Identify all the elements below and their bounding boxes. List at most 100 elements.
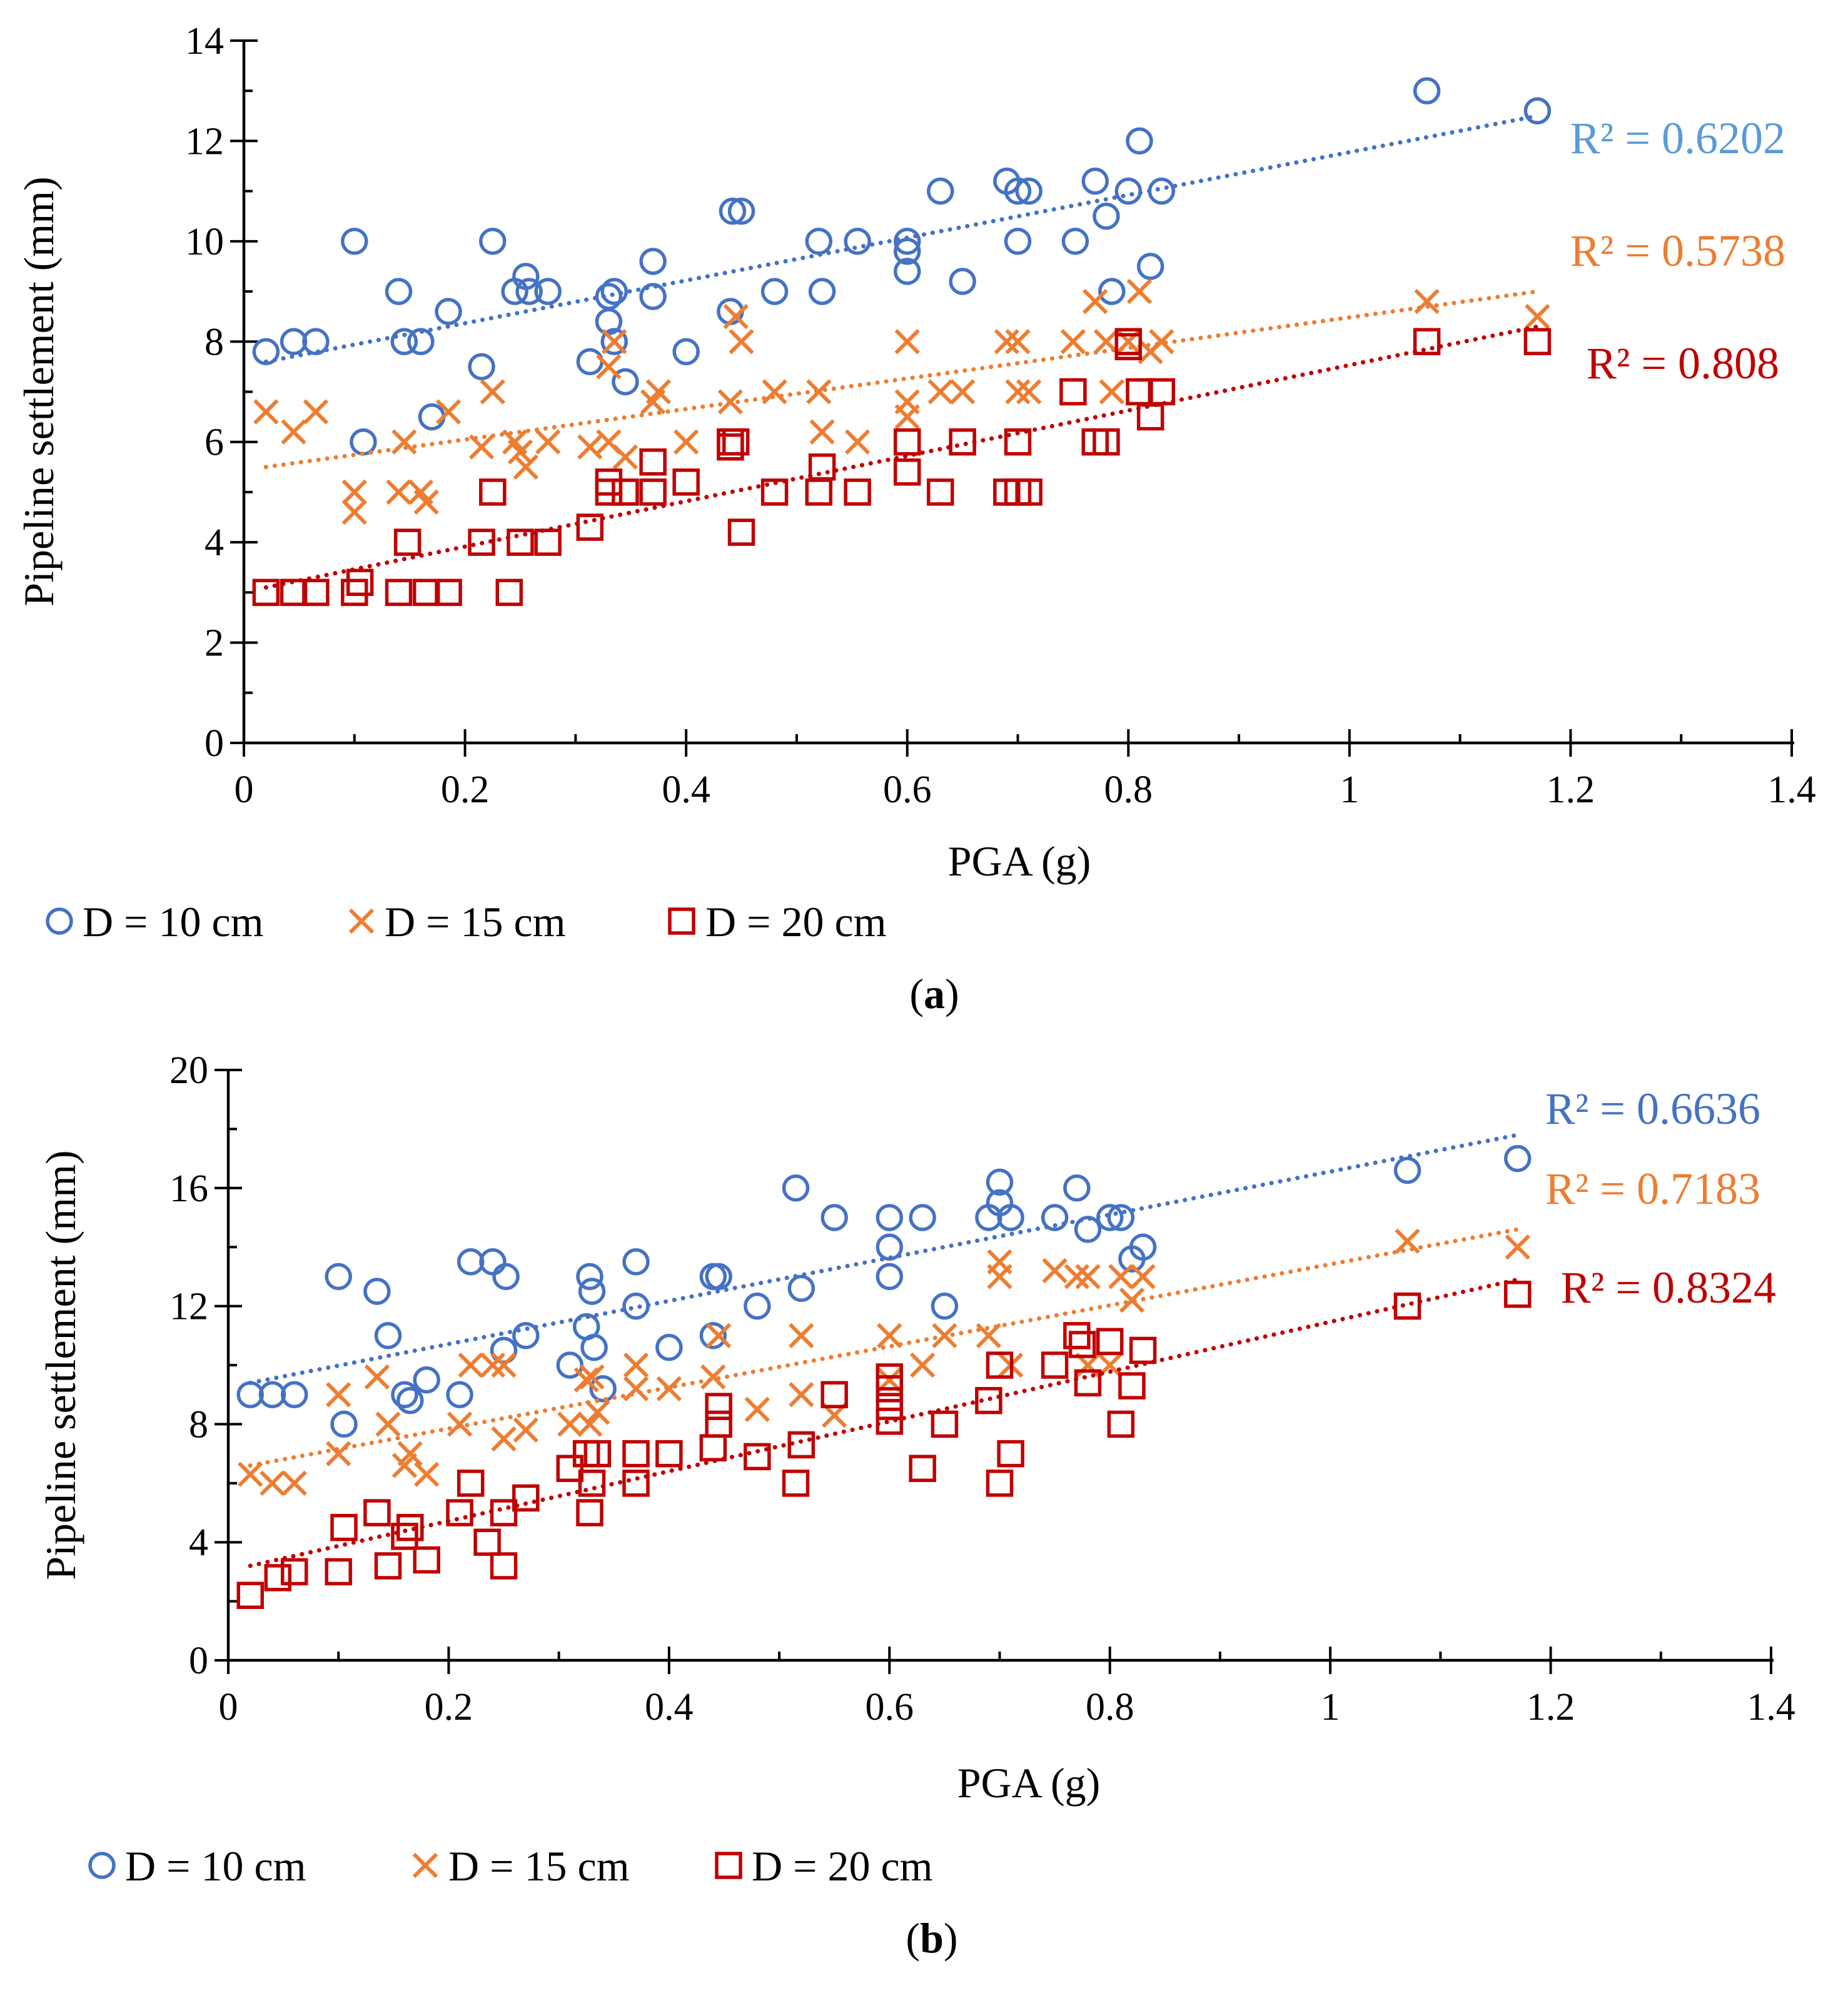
- data-point: [468, 353, 495, 381]
- data-point: [1149, 329, 1174, 355]
- data-point: [1081, 167, 1109, 195]
- data-point: [576, 1499, 603, 1526]
- data-point: [363, 1499, 391, 1526]
- data-point: [806, 379, 832, 405]
- y-tick-label: 0: [204, 722, 224, 765]
- data-point: [600, 328, 628, 356]
- legend-marker: [348, 908, 375, 934]
- y-tick-label: 20: [169, 1049, 208, 1092]
- data-point: [326, 1382, 351, 1408]
- data-point: [258, 1381, 286, 1408]
- data-point: [1505, 1234, 1530, 1260]
- data-point: [1393, 1156, 1421, 1184]
- data-point: [393, 528, 422, 556]
- data-point: [280, 1381, 308, 1408]
- data-point: [744, 1292, 771, 1320]
- data-point: [576, 1263, 603, 1291]
- data-point: [325, 1263, 352, 1291]
- data-point: [1108, 1264, 1134, 1289]
- y-tick-label: 4: [204, 522, 224, 564]
- data-point: [975, 1386, 1002, 1415]
- x-tick-label: 0.2: [441, 769, 490, 811]
- data-point: [468, 528, 495, 556]
- data-point: [1107, 1410, 1135, 1438]
- data-point: [1395, 1228, 1420, 1254]
- data-point: [623, 1352, 649, 1378]
- legend-marker: [412, 1852, 438, 1879]
- data-point: [1126, 278, 1153, 305]
- data-point: [580, 1333, 608, 1361]
- data-point: [760, 478, 789, 506]
- data-point: [1063, 1174, 1091, 1202]
- data-point: [656, 1376, 682, 1401]
- data-point: [699, 1322, 727, 1350]
- data-point: [386, 479, 412, 505]
- data-point: [397, 1441, 423, 1466]
- data-point: [762, 379, 787, 405]
- data-point: [385, 578, 413, 607]
- data-point: [391, 1523, 418, 1550]
- data-point: [346, 568, 374, 597]
- data-point: [655, 1333, 683, 1361]
- data-point: [932, 1323, 957, 1348]
- data-point: [645, 379, 672, 405]
- data-point: [589, 1375, 617, 1403]
- data-point: [894, 329, 920, 355]
- x-axis-title: PGA (g): [948, 837, 1091, 885]
- panel-label: (a): [909, 970, 959, 1017]
- data-point: [894, 404, 920, 430]
- data-point: [1074, 1369, 1102, 1397]
- data-point: [909, 1204, 936, 1231]
- data-point: [639, 478, 667, 506]
- data-point: [931, 1410, 959, 1438]
- data-point: [1063, 1322, 1091, 1350]
- data-point: [1136, 253, 1164, 280]
- data-point: [976, 1323, 1002, 1348]
- data-point: [480, 379, 505, 405]
- data-point: [458, 1352, 483, 1378]
- legend-label: D = 15 cm: [448, 1842, 630, 1890]
- data-point: [1148, 177, 1176, 205]
- data-point: [893, 238, 921, 265]
- data-point: [744, 1396, 770, 1422]
- data-point: [893, 458, 921, 486]
- y-tick-label: 6: [204, 421, 224, 464]
- data-point: [805, 228, 833, 255]
- r2-label: R² = 0.7183: [1545, 1164, 1760, 1214]
- data-point: [596, 354, 622, 380]
- data-point: [1413, 77, 1441, 104]
- x-axis-title: PGA (g): [957, 1759, 1101, 1807]
- data-point: [876, 1263, 904, 1291]
- data-point: [1004, 177, 1032, 205]
- data-point: [577, 1411, 603, 1437]
- data-point: [1015, 478, 1043, 506]
- panel-a: 0 2 4 6 8 10 12 14 0 0.2 0.4 0.6 0.8 1 1.2 1.4 PGA (g) Pi…: [15, 20, 1816, 1017]
- data-point: [1060, 329, 1086, 355]
- data-point: [1093, 428, 1120, 456]
- data-point: [1129, 1336, 1157, 1365]
- data-point: [986, 1168, 1014, 1196]
- data-point: [1099, 379, 1124, 405]
- data-point: [407, 328, 435, 356]
- data-point: [622, 1248, 650, 1276]
- data-point: [612, 368, 639, 396]
- data-point: [515, 278, 543, 305]
- data-point: [1129, 1233, 1157, 1261]
- data-point: [557, 1411, 583, 1437]
- x-tick-label: 1.4: [1747, 1686, 1795, 1728]
- trendline: [248, 1277, 1520, 1568]
- data-point: [622, 1292, 650, 1320]
- r2-label: R² = 0.5738: [1570, 226, 1785, 276]
- data-point: [480, 1352, 506, 1378]
- data-point: [673, 429, 699, 455]
- data-point: [927, 379, 953, 405]
- data-point: [1525, 304, 1550, 330]
- data-point: [672, 468, 700, 496]
- data-point: [1074, 1216, 1102, 1243]
- y-tick-label: 0: [189, 1640, 208, 1682]
- data-point: [579, 1364, 605, 1390]
- x-tick-label: 1.2: [1527, 1686, 1575, 1728]
- data-point: [727, 518, 755, 546]
- series-square: R² = 0.808: [252, 324, 1779, 607]
- y-tick-label: 14: [185, 20, 224, 63]
